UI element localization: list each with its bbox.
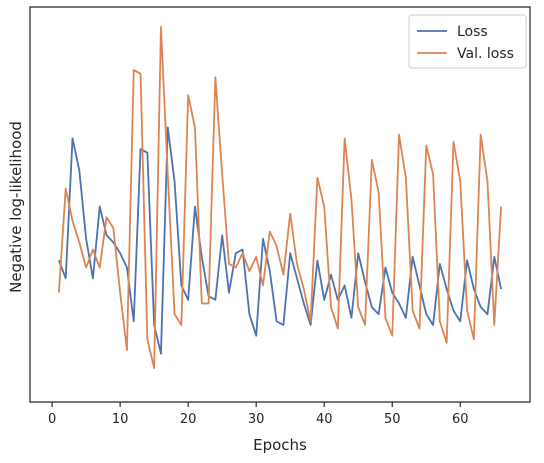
x-tick-label: 30 — [248, 412, 265, 427]
x-tick-label: 50 — [384, 412, 401, 427]
x-tick-label: 10 — [112, 412, 129, 427]
legend-label-val-loss: Val. loss — [457, 46, 514, 62]
legend: Loss Val. loss — [408, 14, 527, 69]
x-tick-label: 60 — [452, 412, 469, 427]
x-ticks: 0 10 20 30 40 50 60 — [48, 402, 469, 427]
x-tick-label: 40 — [316, 412, 333, 427]
legend-label-loss: Loss — [457, 24, 488, 40]
series-line-val-loss — [58, 26, 502, 369]
series-layer — [58, 26, 502, 369]
series-line-loss — [58, 126, 502, 355]
x-axis-label: Epochs — [253, 436, 307, 454]
x-tick-label: 20 — [180, 412, 197, 427]
x-tick-label: 0 — [48, 412, 56, 427]
legend-box — [408, 14, 527, 69]
y-axis-label: Negative log-likelihood — [7, 121, 25, 293]
plot-frame — [29, 6, 531, 403]
